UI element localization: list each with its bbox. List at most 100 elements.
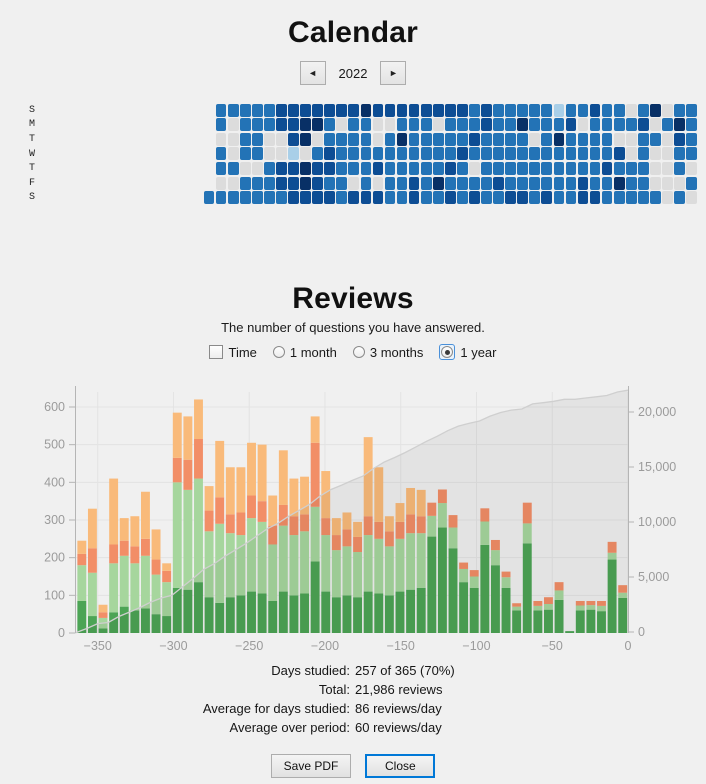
bar-segment-learn[interactable] (130, 516, 140, 547)
heatmap-cell[interactable] (348, 162, 360, 175)
heatmap-cell[interactable] (601, 103, 613, 117)
heatmap-cell[interactable] (529, 162, 541, 175)
heatmap-cell[interactable] (312, 103, 323, 117)
bar-segment-mature[interactable] (512, 610, 522, 633)
bar-segment-learn[interactable] (151, 529, 161, 560)
heatmap-cell[interactable] (360, 118, 372, 132)
heatmap-cell[interactable] (215, 118, 227, 132)
heatmap-cell[interactable] (227, 103, 239, 117)
heatmap-cell[interactable] (336, 132, 348, 146)
heatmap-cell[interactable] (457, 103, 468, 117)
bar-segment-relearn[interactable] (618, 585, 628, 593)
bar-segment-relearn[interactable] (225, 514, 235, 534)
heatmap-cell[interactable] (432, 191, 444, 205)
bar-segment-young[interactable] (406, 533, 416, 590)
bar-segment-relearn[interactable] (554, 582, 564, 591)
heatmap-cell[interactable] (276, 103, 287, 117)
heatmap-cell[interactable] (686, 176, 697, 190)
heatmap-cell[interactable] (239, 118, 251, 132)
bar-segment-learn[interactable] (310, 416, 320, 443)
heatmap-cell[interactable] (686, 162, 697, 175)
heatmap-cell[interactable] (420, 132, 432, 146)
heatmap-cell[interactable] (372, 162, 384, 175)
bar-segment-relearn[interactable] (151, 559, 161, 575)
bar-segment-mature[interactable] (109, 612, 119, 633)
heatmap-cell[interactable] (312, 191, 323, 205)
bar-segment-mature[interactable] (395, 591, 405, 633)
heatmap-cell[interactable] (493, 118, 504, 132)
bar-segment-learn[interactable] (204, 486, 214, 511)
bar-segment-relearn[interactable] (353, 536, 363, 553)
bar-segment-young[interactable] (194, 478, 203, 583)
heatmap-cell[interactable] (408, 103, 420, 117)
heatmap-cell[interactable] (276, 147, 287, 161)
bar-segment-mature[interactable] (141, 608, 150, 633)
bar-segment-relearn[interactable] (480, 508, 490, 522)
bar-segment-young[interactable] (554, 590, 564, 600)
heatmap-cell[interactable] (251, 191, 263, 205)
heatmap-cell[interactable] (444, 191, 456, 205)
heatmap-cell[interactable] (505, 118, 516, 132)
heatmap-cell[interactable] (577, 118, 589, 132)
heatmap-cell[interactable] (457, 147, 468, 161)
heatmap-cell[interactable] (517, 132, 528, 146)
bar-segment-learn[interactable] (98, 604, 108, 613)
heatmap-cell[interactable] (444, 118, 456, 132)
bar-segment-relearn[interactable] (109, 544, 119, 564)
heatmap-cell[interactable] (288, 147, 299, 161)
bar-segment-young[interactable] (331, 550, 341, 598)
bar-segment-young[interactable] (172, 482, 182, 588)
heatmap-cell[interactable] (625, 176, 637, 190)
heatmap-cell[interactable] (312, 162, 323, 175)
heatmap-cell[interactable] (553, 103, 565, 117)
bar-segment-mature[interactable] (374, 593, 384, 633)
heatmap-cell[interactable] (360, 191, 372, 205)
bar-segment-relearn[interactable] (437, 489, 447, 504)
heatmap-cell[interactable] (420, 176, 432, 190)
bar-segment-learn[interactable] (406, 487, 416, 515)
heatmap-cell[interactable] (625, 191, 637, 205)
heatmap-cell[interactable] (662, 118, 673, 132)
bar-segment-relearn[interactable] (406, 514, 416, 534)
heatmap-cell[interactable] (493, 132, 504, 146)
bar-segment-young[interactable] (448, 527, 458, 549)
heatmap-cell[interactable] (469, 147, 480, 161)
heatmap-cell[interactable] (650, 103, 661, 117)
heatmap-cell[interactable] (589, 132, 601, 146)
heatmap-cell[interactable] (276, 132, 287, 146)
bar-segment-learn[interactable] (162, 563, 172, 571)
bar-segment-relearn[interactable] (87, 548, 97, 573)
heatmap-cell[interactable] (396, 176, 408, 190)
heatmap-cell[interactable] (239, 176, 251, 190)
heatmap-cell[interactable] (372, 118, 384, 132)
bar-segment-mature[interactable] (554, 599, 564, 633)
heatmap-cell[interactable] (288, 118, 299, 132)
heatmap-cell[interactable] (625, 162, 637, 175)
heatmap-cell[interactable] (662, 147, 673, 161)
heatmap-cell[interactable] (420, 162, 432, 175)
heatmap-cell[interactable] (541, 147, 553, 161)
heatmap-cell[interactable] (300, 176, 311, 190)
heatmap-cell[interactable] (577, 132, 589, 146)
bar-segment-learn[interactable] (194, 399, 203, 440)
bar-segment-mature[interactable] (300, 593, 309, 633)
bar-segment-young[interactable] (289, 535, 299, 596)
heatmap-cell[interactable] (613, 118, 625, 132)
heatmap-cell[interactable] (565, 103, 577, 117)
bar-segment-mature[interactable] (437, 527, 447, 633)
heatmap-cell[interactable] (360, 147, 372, 161)
heatmap-cell[interactable] (601, 147, 613, 161)
bar-segment-young[interactable] (575, 605, 585, 611)
heatmap-cell[interactable] (565, 162, 577, 175)
heatmap-cell[interactable] (577, 103, 589, 117)
heatmap-cell[interactable] (288, 191, 299, 205)
bar-segment-young[interactable] (607, 552, 617, 560)
bar-segment-young[interactable] (480, 521, 490, 545)
heatmap-cell[interactable] (408, 118, 420, 132)
heatmap-cell[interactable] (264, 132, 275, 146)
bar-segment-mature[interactable] (490, 565, 500, 633)
heatmap-cell[interactable] (251, 162, 263, 175)
heatmap-cell[interactable] (239, 132, 251, 146)
heatmap-cell[interactable] (239, 191, 251, 205)
bar-segment-relearn[interactable] (522, 502, 532, 524)
